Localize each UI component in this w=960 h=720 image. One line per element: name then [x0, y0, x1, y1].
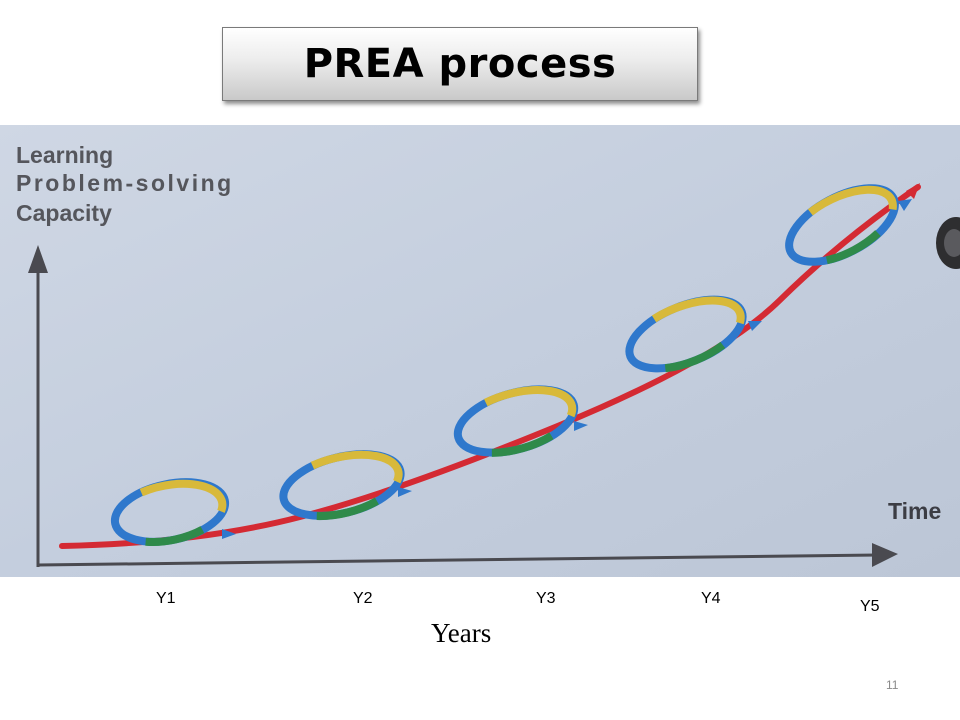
photo-background — [0, 125, 960, 577]
cycle-loop-2 — [279, 450, 405, 521]
cycle-loop-3 — [453, 385, 579, 457]
years-caption: Years — [431, 618, 492, 648]
y-axis-arrow — [28, 245, 48, 273]
cycle-arrow-1 — [222, 529, 236, 539]
diagram-svg: Learning Problem-solving Capacity Time — [0, 125, 960, 577]
cycle-loop-5 — [785, 184, 899, 266]
slide-title: PREA process — [303, 41, 617, 87]
y-axis-label-line-3: Capacity — [16, 200, 112, 226]
edge-knob-inner — [944, 229, 960, 257]
cycle-arrow-4 — [748, 321, 762, 331]
x-axis-label: Time — [888, 498, 941, 524]
growth-curve-arrow — [906, 183, 920, 199]
year-label-5: Y5 — [860, 598, 880, 615]
title-box: PREA process — [222, 27, 698, 101]
cycle-arrow-3 — [574, 421, 588, 431]
page-number: 11 — [886, 678, 899, 692]
growth-curve — [59, 184, 921, 549]
y-axis-label-line-1: Learning — [16, 142, 113, 168]
year-label-3: Y3 — [536, 590, 556, 607]
cycle-loop-4 — [625, 295, 747, 373]
cycle-arrow-5 — [898, 199, 912, 211]
diagram-photo: Learning Problem-solving Capacity Time — [0, 125, 960, 577]
x-axis-arrow — [872, 543, 898, 567]
year-label-4: Y4 — [701, 590, 721, 607]
year-label-1: Y1 — [156, 590, 176, 607]
year-label-2: Y2 — [353, 590, 373, 607]
cycle-arrow-2 — [398, 487, 412, 497]
y-axis-label-line-2: Problem-solving — [16, 170, 234, 196]
cycle-loop-1 — [110, 478, 230, 546]
x-axis-line — [37, 553, 879, 567]
